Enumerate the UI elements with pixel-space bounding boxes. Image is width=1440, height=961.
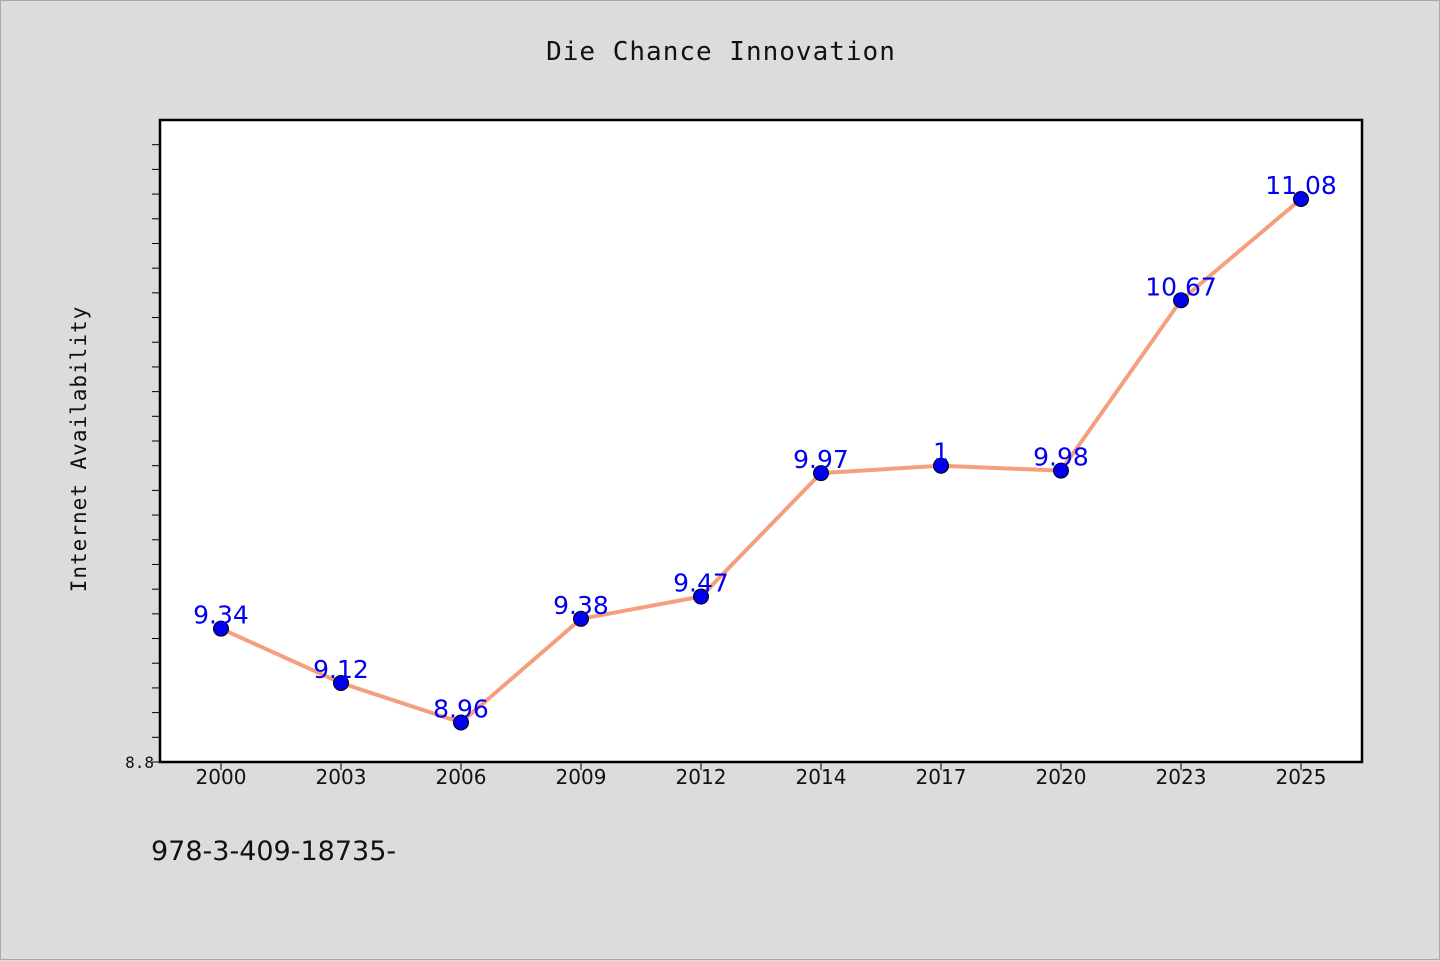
chart-title: Die Chance Innovation bbox=[546, 37, 896, 67]
data-label: 9.34 bbox=[193, 601, 249, 630]
data-point bbox=[1053, 462, 1069, 479]
x-ticks: 2000 2003 2006 2009 2012 2014 2017 2020 2023 2025 bbox=[196, 762, 1327, 789]
series-line bbox=[219, 197, 1303, 725]
data-point bbox=[453, 714, 469, 731]
x-tick-label: 2003 bbox=[316, 765, 367, 789]
y-ticks: 8.8 bbox=[125, 144, 160, 772]
footer-note: 978-3-409-18735- bbox=[151, 836, 397, 867]
data-point bbox=[813, 465, 829, 482]
data-label: 9.47 bbox=[673, 569, 729, 598]
x-tick-label: 2017 bbox=[916, 765, 967, 789]
plot-background bbox=[158, 118, 1364, 764]
data-label: 10.67 bbox=[1145, 272, 1217, 301]
data-point bbox=[213, 620, 229, 637]
data-label: 9.98 bbox=[1033, 443, 1089, 472]
data-label: 9.12 bbox=[313, 655, 369, 684]
data-point bbox=[693, 588, 709, 605]
data-label: 8.96 bbox=[433, 694, 489, 723]
data-label: 11.08 bbox=[1265, 171, 1337, 200]
x-tick-label: 2009 bbox=[556, 765, 607, 789]
data-label: 9.97 bbox=[793, 445, 849, 474]
data-label: 1 bbox=[933, 438, 949, 467]
data-point bbox=[333, 674, 349, 691]
data-point bbox=[1173, 292, 1189, 309]
x-tick-label: 2012 bbox=[676, 765, 727, 789]
x-tick-label: 2014 bbox=[796, 765, 847, 789]
x-tick-label: 2025 bbox=[1276, 765, 1327, 789]
data-labels: 9.34 9.12 8.96 9.38 9.47 9.97 1 9.98 10.67 11.08 bbox=[193, 171, 1337, 723]
data-point bbox=[573, 610, 589, 627]
x-tick-label: 2023 bbox=[1156, 765, 1207, 789]
series-polyline bbox=[219, 197, 1303, 725]
data-label: 9.38 bbox=[553, 591, 609, 620]
data-markers bbox=[213, 191, 1309, 731]
data-point bbox=[1293, 191, 1309, 208]
x-tick-label: 2020 bbox=[1036, 765, 1087, 789]
x-tick-label: 2000 bbox=[196, 765, 247, 789]
data-point bbox=[933, 457, 949, 474]
x-tick-label: 2006 bbox=[436, 765, 487, 789]
y-tick-label: 8.8 bbox=[125, 753, 154, 772]
